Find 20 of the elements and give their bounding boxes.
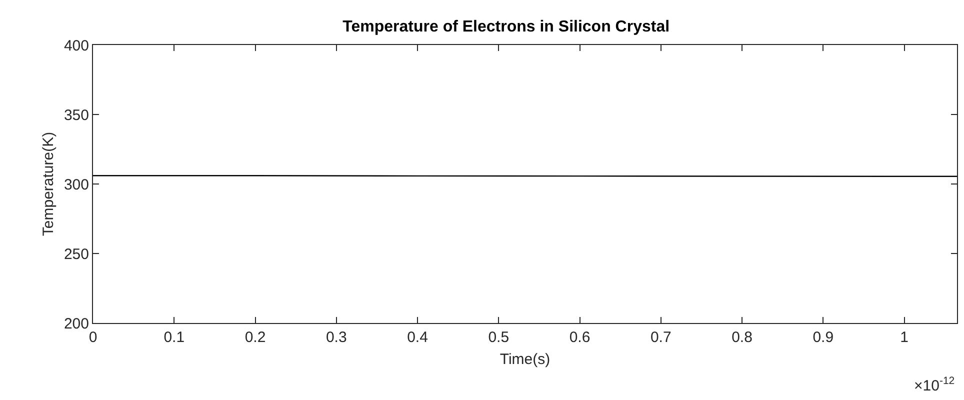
x-tick-label: 0.5 <box>488 329 510 346</box>
text: ×10$^{-12}$ <box>914 375 955 394</box>
y-tick-label: 400 <box>64 37 89 54</box>
x-tick-label: 0.6 <box>569 329 590 346</box>
x-tick-label: 1 <box>900 329 908 346</box>
y-tick-label: 300 <box>64 176 89 194</box>
x-tick-label: 0 <box>88 329 98 346</box>
x-tick-label: 0.9 <box>812 329 834 346</box>
x-tick-label: 0.7 <box>650 329 672 346</box>
x-tick-label: 0.3 <box>326 329 347 346</box>
y-axis-title: Temperature(K) <box>40 132 58 236</box>
x-tick-label: 0.8 <box>732 329 752 346</box>
x-axis-title: Time(s) <box>500 351 550 368</box>
y-tick-label: 200 <box>64 315 89 332</box>
y-tick-label: 350 <box>64 106 89 124</box>
x-tick-label: 0.4 <box>407 329 428 346</box>
chart-title: Temperature of Electrons in Silicon Crystal <box>342 18 670 36</box>
y-tick-label: 250 <box>64 246 89 263</box>
x-tick-label: 0.1 <box>164 329 185 346</box>
x-tick-label: 0.2 <box>244 329 266 346</box>
